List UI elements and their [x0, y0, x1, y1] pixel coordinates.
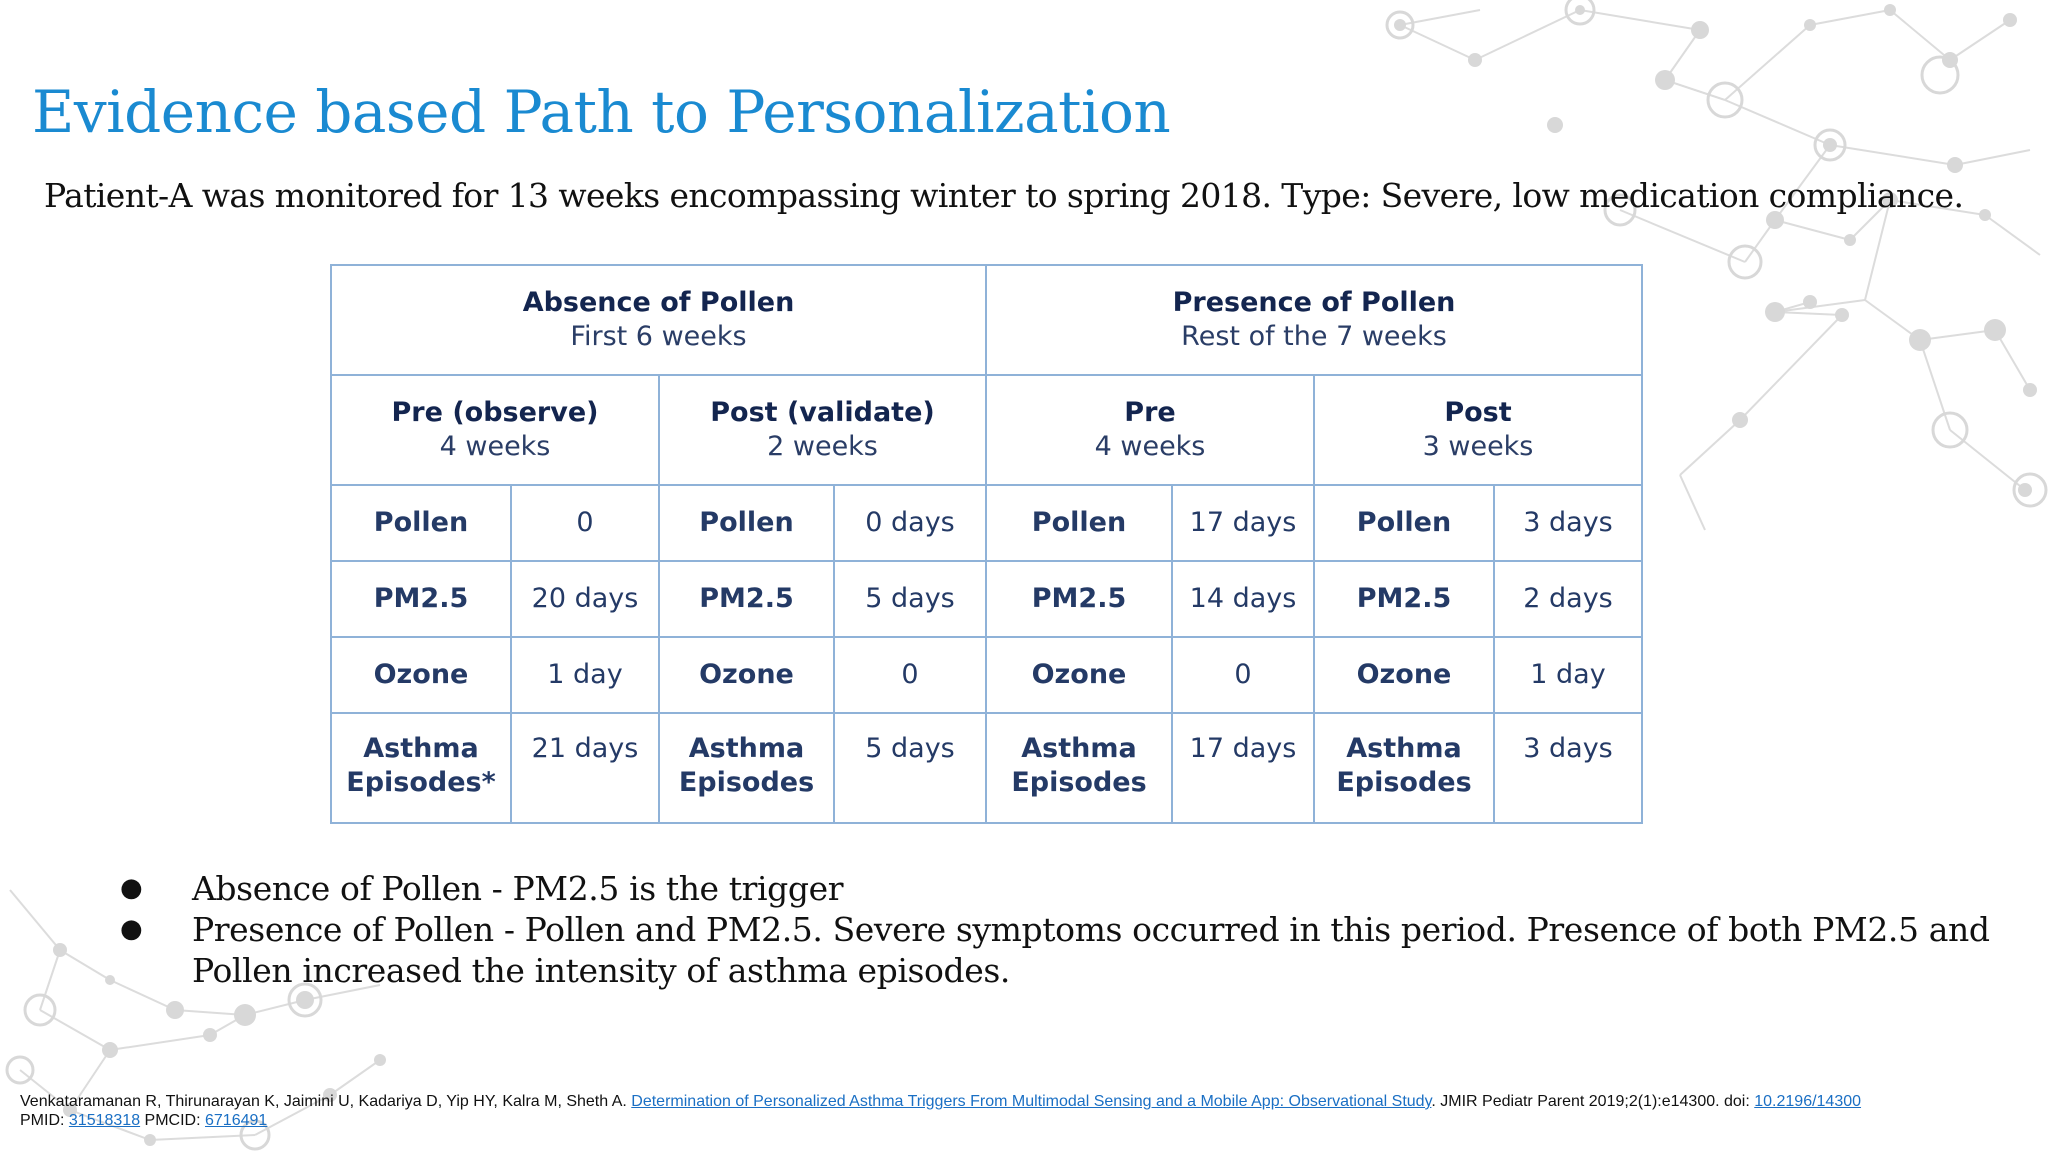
phase-header-pre: Pre 4 weeks — [985, 374, 1315, 486]
pmcid-label: PMCID: — [144, 1112, 201, 1129]
pmid-link[interactable]: 31518318 — [68, 1112, 141, 1129]
citation-authors: Venkataramanan R, Thirunarayan K, Jaimin… — [20, 1093, 627, 1110]
row-label: Pollen — [658, 484, 835, 562]
phase-title: Pre — [1124, 397, 1176, 428]
row-label: PM2.5 — [330, 560, 512, 638]
citation-journal: . JMIR Pediatr Parent 2019;2(1):e14300. … — [1431, 1093, 1750, 1110]
group-header-absence: Absence of Pollen First 6 weeks — [330, 264, 987, 376]
phase-duration: 4 weeks — [1094, 431, 1206, 462]
cell-value: 3 days — [1492, 712, 1644, 824]
table-phase-header-row: Pre (observe) 4 weeks Post (validate) 2 … — [330, 374, 1644, 486]
row-label: Ozone — [330, 636, 512, 714]
cell-value: 1 day — [1492, 636, 1644, 714]
row-label: Pollen — [330, 484, 512, 562]
cell-value: 17 days — [1171, 712, 1315, 824]
table-row-ozone: Ozone 1 day Ozone 0 Ozone 0 Ozone 1 day — [330, 636, 1644, 714]
row-label: Ozone — [985, 636, 1173, 714]
cell-value: 17 days — [1171, 484, 1315, 562]
finding-item: ● Presence of Pollen - Pollen and PM2.5.… — [120, 909, 2000, 991]
cell-value: 5 days — [833, 712, 987, 824]
table-row-pollen: Pollen 0 Pollen 0 days Pollen 17 days Po… — [330, 484, 1644, 562]
phase-duration: 2 weeks — [767, 431, 878, 462]
pollen-results-table: Absence of Pollen First 6 weeks Presence… — [330, 264, 1644, 824]
row-label: PM2.5 — [985, 560, 1173, 638]
cell-value: 3 days — [1492, 484, 1644, 562]
cell-value: 0 — [1171, 636, 1315, 714]
row-label: PM2.5 — [1313, 560, 1495, 638]
cell-value: 20 days — [510, 560, 660, 638]
group-duration: First 6 weeks — [570, 321, 747, 352]
citation: Venkataramanan R, Thirunarayan K, Jaimin… — [20, 1092, 2030, 1130]
cell-value: 0 days — [833, 484, 987, 562]
cell-value: 2 days — [1492, 560, 1644, 638]
row-label: Asthma Episodes — [985, 712, 1173, 824]
row-label: Asthma Episodes — [1313, 712, 1495, 824]
cell-value: 14 days — [1171, 560, 1315, 638]
row-label: Asthma Episodes — [658, 712, 835, 824]
table-row-asthma-episodes: Asthma Episodes* 21 days Asthma Episodes… — [330, 712, 1644, 824]
row-label: Pollen — [985, 484, 1173, 562]
finding-text: Presence of Pollen - Pollen and PM2.5. S… — [192, 910, 1990, 990]
findings-list: ● Absence of Pollen - PM2.5 is the trigg… — [120, 868, 2000, 991]
slide-subtitle: Patient-A was monitored for 13 weeks enc… — [44, 176, 1964, 215]
group-duration: Rest of the 7 weeks — [1181, 321, 1447, 352]
row-label: Ozone — [658, 636, 835, 714]
table-group-header-row: Absence of Pollen First 6 weeks Presence… — [330, 264, 1644, 376]
phase-title: Pre (observe) — [391, 397, 599, 428]
row-label: Ozone — [1313, 636, 1495, 714]
table-row-pm25: PM2.5 20 days PM2.5 5 days PM2.5 14 days… — [330, 560, 1644, 638]
row-label: Asthma Episodes* — [330, 712, 512, 824]
group-title: Presence of Pollen — [1172, 287, 1456, 318]
phase-header-post-validate: Post (validate) 2 weeks — [658, 374, 987, 486]
cell-value: 1 day — [510, 636, 660, 714]
cell-value: 21 days — [510, 712, 660, 824]
pmid-label: PMID: — [20, 1112, 65, 1129]
row-label: Pollen — [1313, 484, 1495, 562]
phase-header-post: Post 3 weeks — [1312, 374, 1644, 486]
phase-header-pre-observe: Pre (observe) 4 weeks — [330, 374, 660, 486]
bullet-icon: ● — [120, 873, 143, 903]
phase-duration: 3 weeks — [1422, 431, 1534, 462]
finding-item: ● Absence of Pollen - PM2.5 is the trigg… — [120, 868, 2000, 909]
phase-title: Post (validate) — [710, 397, 935, 428]
phase-title: Post — [1444, 397, 1512, 428]
group-title: Absence of Pollen — [522, 287, 795, 318]
group-header-presence: Presence of Pollen Rest of the 7 weeks — [984, 264, 1644, 376]
phase-duration: 4 weeks — [439, 431, 551, 462]
pmcid-link[interactable]: 6716491 — [205, 1112, 268, 1129]
cell-value: 0 — [833, 636, 987, 714]
doi-link[interactable]: 10.2196/14300 — [1754, 1093, 1862, 1110]
cell-value: 5 days — [833, 560, 987, 638]
bullet-icon: ● — [120, 914, 143, 944]
article-link[interactable]: Determination of Personalized Asthma Tri… — [631, 1093, 1432, 1110]
cell-value: 0 — [510, 484, 660, 562]
row-label: PM2.5 — [658, 560, 835, 638]
finding-text: Absence of Pollen - PM2.5 is the trigger — [192, 869, 844, 908]
slide-title: Evidence based Path to Personalization — [32, 78, 1171, 146]
